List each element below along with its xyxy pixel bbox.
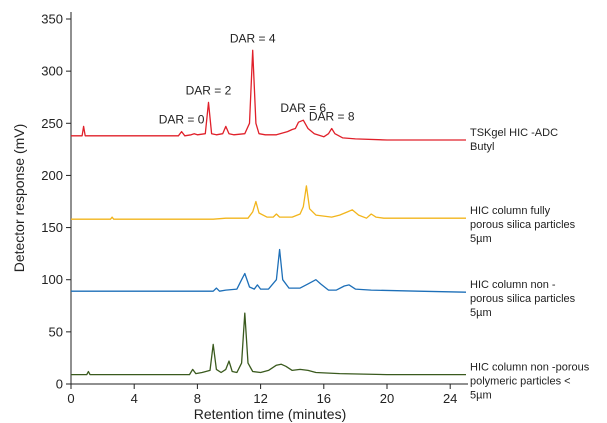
- peak-label: DAR = 2: [186, 83, 232, 97]
- series-label-line: 5µm: [470, 390, 492, 402]
- y-tick-label: 50: [49, 324, 63, 339]
- peak-label: DAR = 0: [159, 113, 205, 127]
- axis-ticks: 0 4 8 12 16 20 24 0 50 100 150 200 250 300 350: [41, 12, 457, 407]
- y-tick-label: 350: [41, 12, 63, 27]
- x-tick-label: 24: [443, 391, 457, 406]
- series-line-1: [71, 185, 466, 220]
- x-tick-label: 16: [317, 391, 331, 406]
- x-tick-label: 8: [194, 391, 201, 406]
- y-tick-label: 200: [41, 168, 63, 183]
- x-tick-label: 4: [131, 391, 138, 406]
- series-label-line: HIC column non -porous: [470, 362, 590, 374]
- series-labels: TSKgel HIC -ADC Butyl HIC column fully poro…: [470, 127, 590, 402]
- series-label-line: porous silica particles: [470, 219, 576, 231]
- y-axis-title: Detector response (mV): [11, 124, 27, 273]
- series-label-line: 5µm: [470, 233, 492, 245]
- y-tick-label: 100: [41, 272, 63, 287]
- series-line-2: [71, 248, 467, 293]
- series-label-line: polymeric particles <: [470, 376, 571, 388]
- series-line-0: [71, 49, 466, 141]
- chromatogram-traces: [71, 49, 467, 376]
- series-label-3: HIC column non -porous polymeric particle…: [470, 362, 590, 402]
- x-tick-label: 0: [67, 391, 74, 406]
- peak-label: DAR = 6: [280, 101, 326, 115]
- series-label-line: porous silica particles: [470, 293, 576, 305]
- y-tick-label: 0: [56, 377, 63, 392]
- x-tick-label: 20: [380, 391, 394, 406]
- series-label-0: TSKgel HIC -ADC Butyl: [470, 127, 558, 153]
- series-line-3: [71, 312, 466, 376]
- series-label-line: HIC column fully: [470, 205, 551, 217]
- series-label-1: HIC column fully porous silica particles 5…: [470, 205, 576, 245]
- series-label-2: HIC column non - porous silica particles 5…: [470, 279, 576, 319]
- series-label-line: 5µm: [470, 307, 492, 319]
- peak-label: DAR = 4: [230, 31, 276, 45]
- series-label-line: Butyl: [470, 141, 494, 153]
- peak-label: DAR = 8: [309, 110, 355, 124]
- x-axis-title: Retention time (minutes): [194, 406, 347, 422]
- y-tick-label: 300: [41, 64, 63, 79]
- chart-axes: [70, 12, 468, 385]
- y-tick-label: 250: [41, 116, 63, 131]
- y-tick-label: 150: [41, 220, 63, 235]
- series-label-line: HIC column non -: [470, 279, 556, 291]
- series-label-line: TSKgel HIC -ADC: [470, 127, 558, 139]
- x-tick-label: 12: [253, 391, 267, 406]
